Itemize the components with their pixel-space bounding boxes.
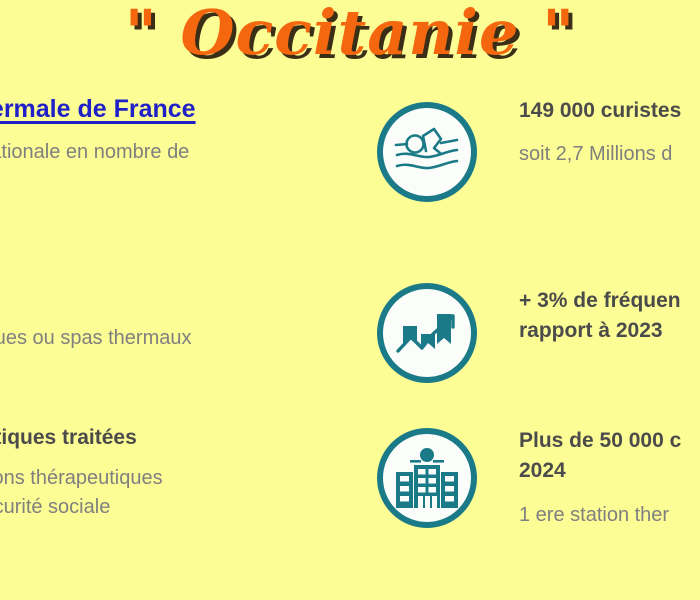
stat-3-headline-cont: 2024: [519, 459, 566, 483]
stat-3-headline: Plus de 50 000 c: [519, 429, 682, 452]
growth-chart-icon: [396, 314, 455, 353]
left-block-2-line-1: ...moludiques ou spas thermaux: [0, 327, 192, 350]
left-block-2-heading: ...nales: [0, 286, 358, 310]
stat-2-headline-cont: rapport à 2023: [519, 319, 663, 343]
left-block-1-line-2: ...ociaux: [0, 167, 358, 196]
stat-block-3: Plus de 50 000 c 2024 1 ere station ther: [519, 426, 700, 530]
stat-block-1: 149 000 curistes soit 2,7 Millions d: [519, 96, 700, 169]
left-block-3-line-2: ...ar la Sécurité sociale: [0, 496, 111, 519]
left-block-1-line-1: ...tation nationale en nombre de: [0, 140, 190, 163]
left-block-3: ...érapeutiques traitées ... indications…: [0, 426, 358, 522]
page-title: " Occitanie ": [124, 0, 576, 69]
stat-2-headline: + 3% de fréquen: [519, 289, 681, 312]
left-block-2: ...nales ...moludiques ou spas thermaux: [0, 286, 358, 353]
left-block-1: ...on thermale de France ...tation natio…: [0, 95, 358, 196]
swimmer-icon: [394, 127, 459, 170]
left-block-3-line-1: ... indications thérapeutiques: [0, 467, 163, 490]
spacer: [519, 126, 700, 140]
left-block-3-heading: ...érapeutiques traitées: [0, 426, 137, 449]
stat-3-sub: 1 ere station ther: [519, 503, 670, 526]
spacer: [0, 450, 358, 464]
thermal-region-heading-link[interactable]: ...on thermale de France: [0, 95, 196, 123]
swimmer-icon-badge: [377, 102, 477, 202]
stat-1-headline: 149 000 curistes: [519, 99, 682, 122]
thermal-building-icon-badge: [377, 428, 477, 528]
growth-chart-icon-badge: [377, 283, 477, 383]
title-band: " Occitanie ": [0, 0, 700, 88]
thermal-building-icon: [396, 448, 458, 508]
spacer: [0, 310, 358, 324]
stat-1-sub: soit 2,7 Millions d: [519, 143, 673, 166]
stat-block-2: + 3% de fréquen rapport à 2023: [519, 286, 700, 347]
spacer: [519, 487, 700, 501]
spacer: [0, 124, 358, 138]
